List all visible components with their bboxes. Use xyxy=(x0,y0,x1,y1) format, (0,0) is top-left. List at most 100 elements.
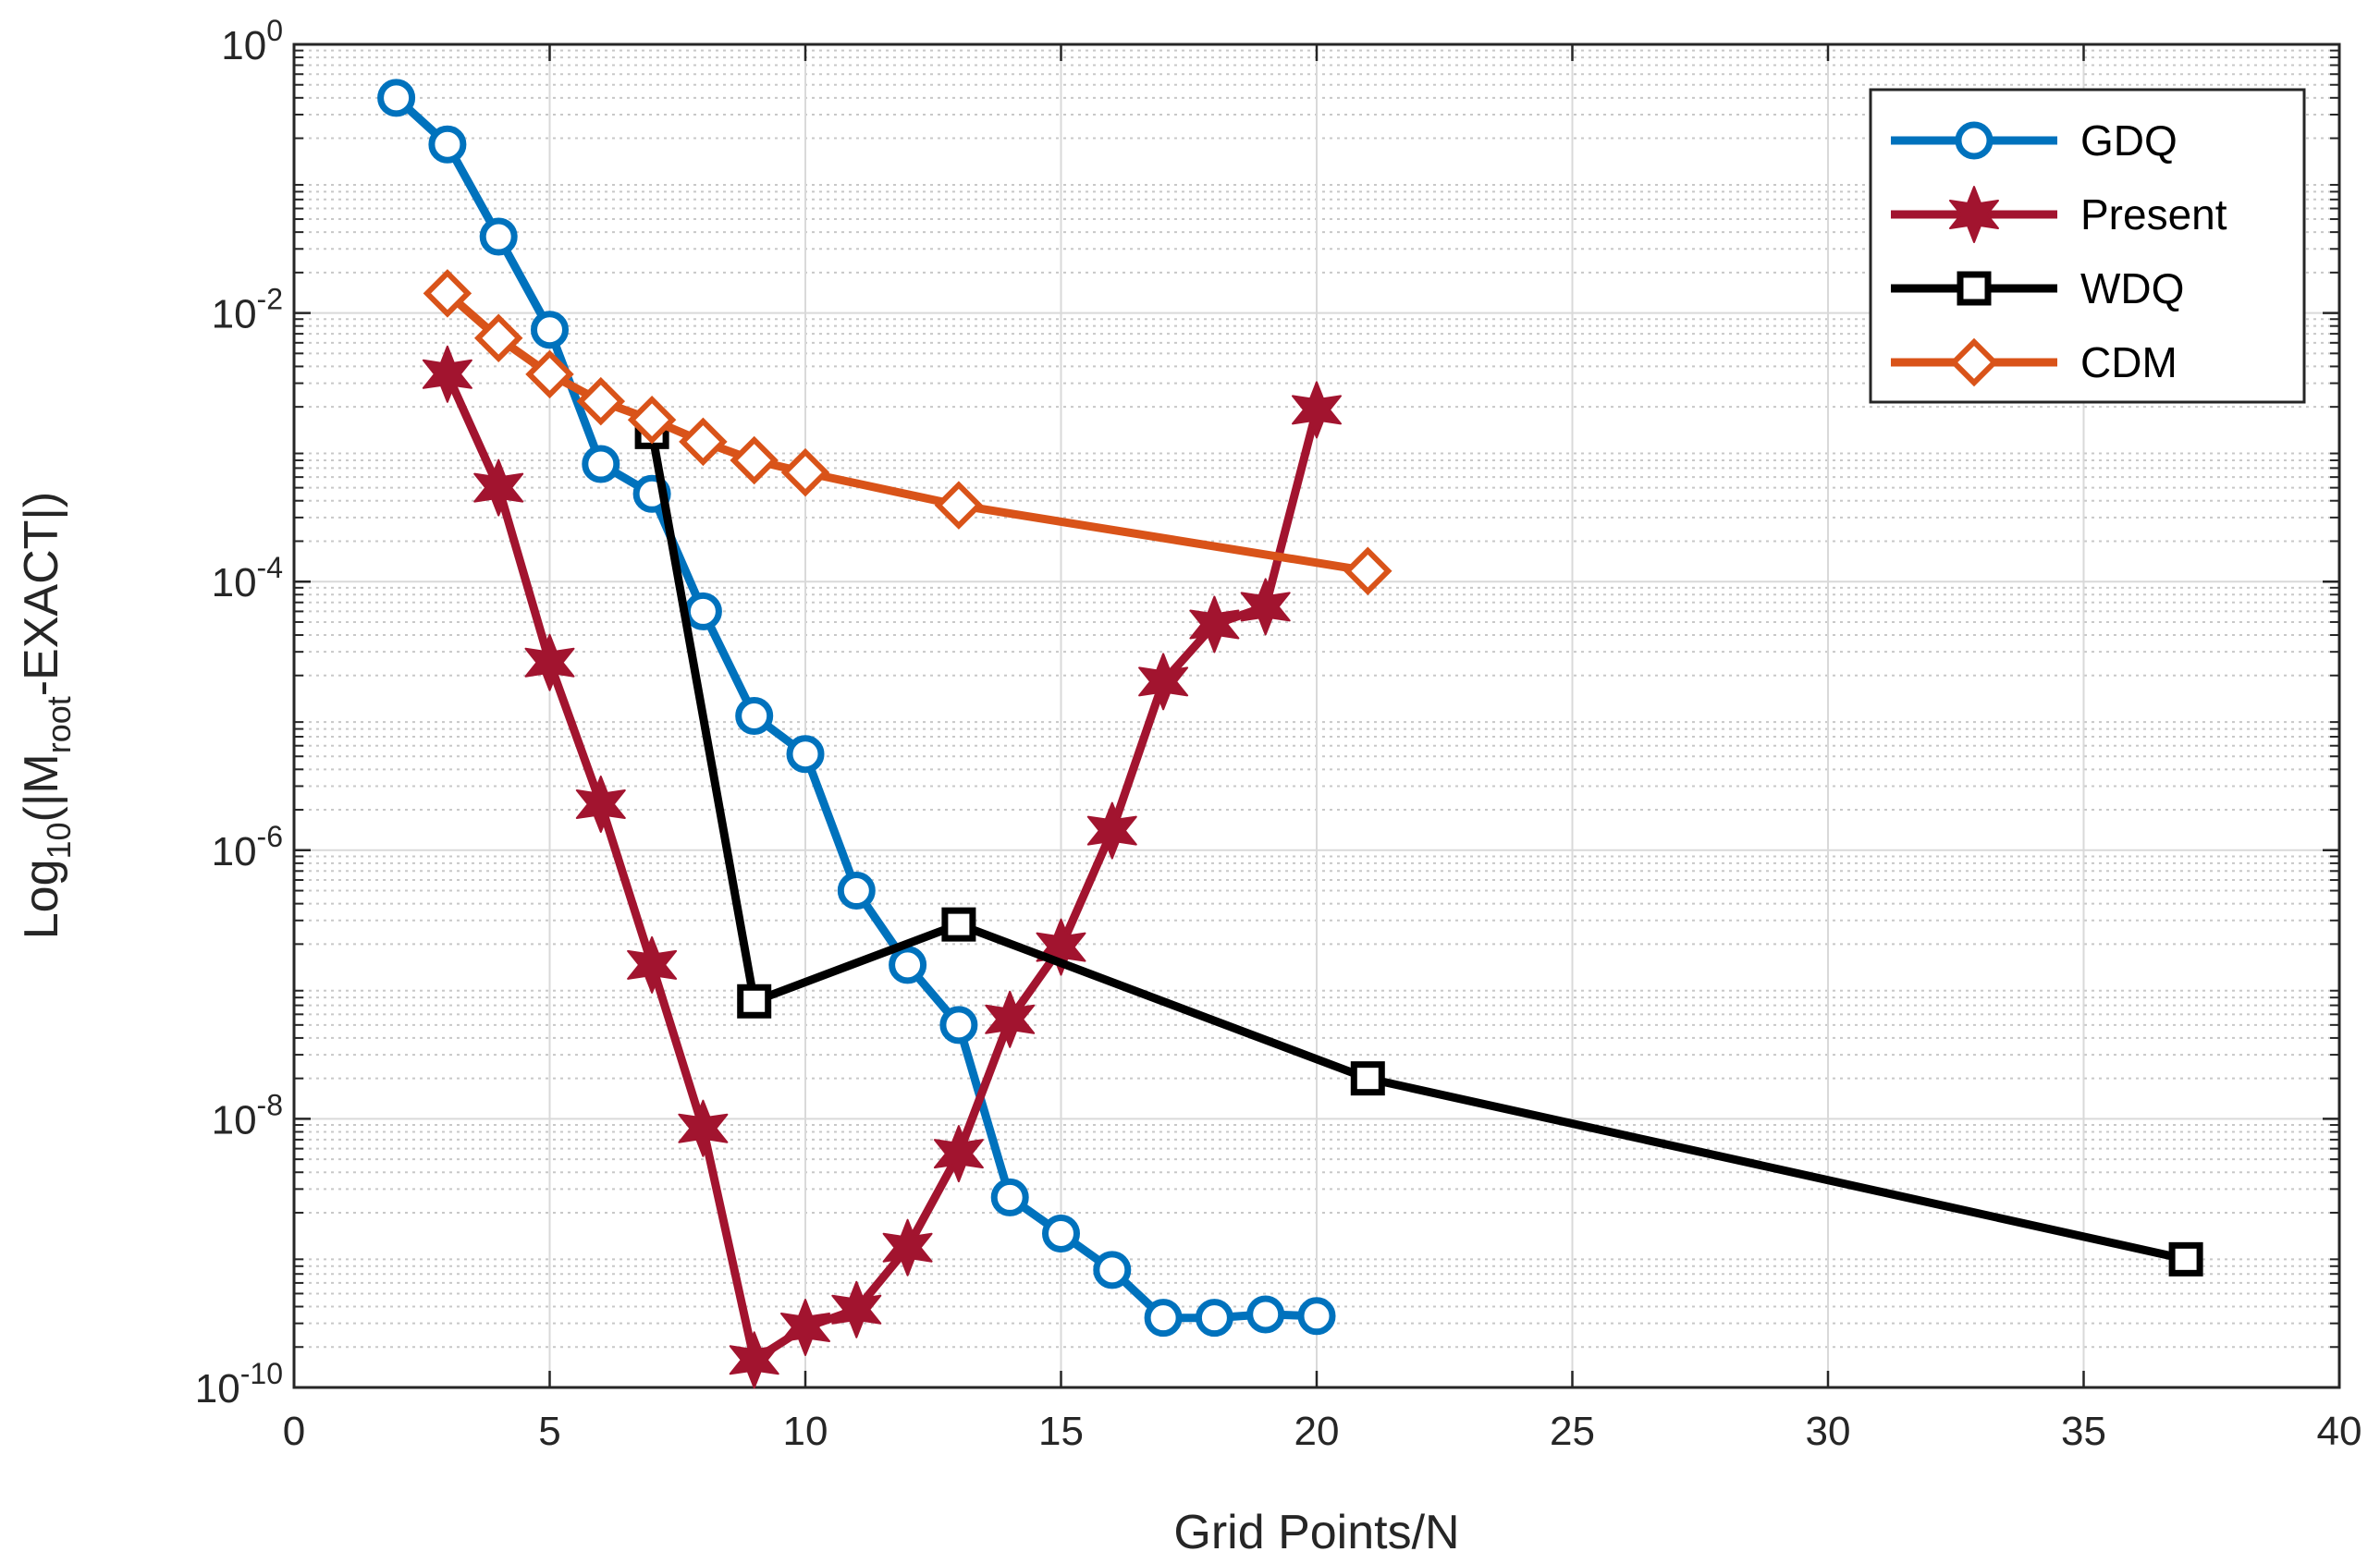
y-tick-label: 10-10 xyxy=(195,1357,283,1411)
present-marker xyxy=(933,1125,984,1183)
y-tick-label-exponent: -8 xyxy=(257,1088,283,1121)
y-tick-label-base: 10 xyxy=(195,1366,240,1411)
series-cdm xyxy=(423,269,1392,595)
legend-label: GDQ xyxy=(2080,116,2178,165)
wdq-marker xyxy=(1957,271,1992,306)
gdq-marker xyxy=(377,79,416,117)
legend-label: Present xyxy=(2080,190,2227,238)
present-marker xyxy=(1292,381,1342,439)
cdm-marker xyxy=(423,269,472,318)
gdq-marker xyxy=(990,1178,1029,1216)
legend-entry-cdm: CDM xyxy=(1891,337,2178,387)
gdq-marker xyxy=(683,592,722,630)
present-marker xyxy=(1949,186,1999,243)
y-tick-label-exponent: 0 xyxy=(266,14,283,47)
gdq-marker xyxy=(1144,1299,1183,1338)
gdq-marker xyxy=(1093,1251,1132,1289)
present-marker xyxy=(1086,801,1137,860)
gdq-marker xyxy=(1246,1295,1285,1334)
cdm-marker xyxy=(525,349,574,399)
gdq-marker xyxy=(479,217,518,256)
present-marker xyxy=(422,345,472,403)
y-tick-label-base: 10 xyxy=(212,292,257,337)
y-tick-label: 100 xyxy=(221,14,283,68)
present-marker xyxy=(780,1299,830,1356)
y-tick-label-exponent: -10 xyxy=(240,1357,283,1390)
present-marker xyxy=(627,935,678,994)
present-marker xyxy=(882,1218,933,1277)
y-tick-label-exponent: -6 xyxy=(257,820,283,853)
gdq-marker xyxy=(786,735,825,774)
present-marker xyxy=(1138,653,1189,711)
gdq-marker xyxy=(1955,121,1994,160)
gdq-marker xyxy=(735,697,774,735)
legend-entry-wdq: WDQ xyxy=(1891,264,2184,312)
legend-label: WDQ xyxy=(2080,264,2184,312)
x-tick-label: 40 xyxy=(2317,1409,2362,1454)
y-tick-label-exponent: -2 xyxy=(257,283,283,316)
x-tick-label: 20 xyxy=(1294,1409,1340,1454)
y-tick-label: 10-8 xyxy=(212,1088,283,1142)
present-marker xyxy=(1189,595,1240,654)
present-marker xyxy=(1240,578,1291,636)
y-tick-label-base: 10 xyxy=(221,23,266,68)
cdm-marker xyxy=(780,447,830,497)
y-axis-title-rest: -EXACT|) xyxy=(15,492,68,697)
series-gdq xyxy=(377,79,1336,1338)
series-present xyxy=(422,345,1342,1389)
wdq-marker xyxy=(2168,1241,2203,1277)
legend-entry-gdq: GDQ xyxy=(1891,116,2178,165)
x-tick-label: 25 xyxy=(1550,1409,1595,1454)
legend: GDQ Present WDQ CDM xyxy=(1869,88,2306,404)
y-tick-label-exponent: -4 xyxy=(257,551,283,584)
wdq-marker xyxy=(941,907,976,942)
gdq-marker xyxy=(1195,1299,1233,1338)
axis-ticks xyxy=(292,43,2341,1389)
gdq-marker xyxy=(582,445,620,483)
y-axis-title-root-subscript: root xyxy=(40,696,78,753)
cdm-marker xyxy=(1343,546,1392,595)
x-tick-label: 30 xyxy=(1806,1409,1851,1454)
gdq-marker xyxy=(889,946,927,984)
cdm-marker xyxy=(934,481,984,530)
y-axis-title-base-subscript: 10 xyxy=(40,822,78,859)
legend-entry-present: Present xyxy=(1891,186,2227,243)
cdm-marker xyxy=(730,435,779,485)
gdq-marker xyxy=(939,1006,978,1045)
y-tick-label-base: 10 xyxy=(212,829,257,874)
y-tick-label-base: 10 xyxy=(212,1097,257,1142)
cdm-marker xyxy=(627,395,677,445)
y-tick-label: 10-4 xyxy=(212,551,283,605)
gdq-marker xyxy=(1042,1214,1080,1252)
gdq-marker xyxy=(531,311,569,349)
present-marker xyxy=(678,1099,729,1157)
x-tick-label: 15 xyxy=(1038,1409,1084,1454)
y-axis-title-open: (|M xyxy=(15,753,68,822)
x-axis-title: Grid Points/N xyxy=(1173,1506,1459,1559)
x-tick-label: 0 xyxy=(283,1409,305,1454)
y-tick-label-base: 10 xyxy=(212,560,257,605)
x-tick-label: 10 xyxy=(783,1409,828,1454)
y-tick-label: 10-2 xyxy=(212,283,283,337)
gdq-marker xyxy=(1297,1297,1336,1336)
present-marker xyxy=(575,776,626,833)
present-marker xyxy=(729,1331,779,1389)
present-marker xyxy=(1036,918,1086,976)
present-marker xyxy=(985,990,1036,1048)
x-tick-labels: 0 5 10 15 20 25 30 35 40 xyxy=(283,1409,2362,1454)
series-layer xyxy=(377,79,2203,1389)
cdm-marker xyxy=(679,417,728,467)
cdm-marker xyxy=(473,313,523,363)
present-marker xyxy=(831,1280,882,1338)
wdq-marker xyxy=(1350,1061,1385,1096)
y-axis-title-prefix: Log xyxy=(15,859,68,939)
gdq-marker xyxy=(428,125,467,164)
y-axis-title: Log10(|Mroot-EXACT|) xyxy=(15,492,78,940)
legend-label: CDM xyxy=(2080,338,2178,386)
cdm-line xyxy=(443,288,1372,576)
wdq-marker xyxy=(737,984,772,1019)
x-tick-label: 5 xyxy=(538,1409,560,1454)
cdm-marker xyxy=(1949,337,1999,387)
